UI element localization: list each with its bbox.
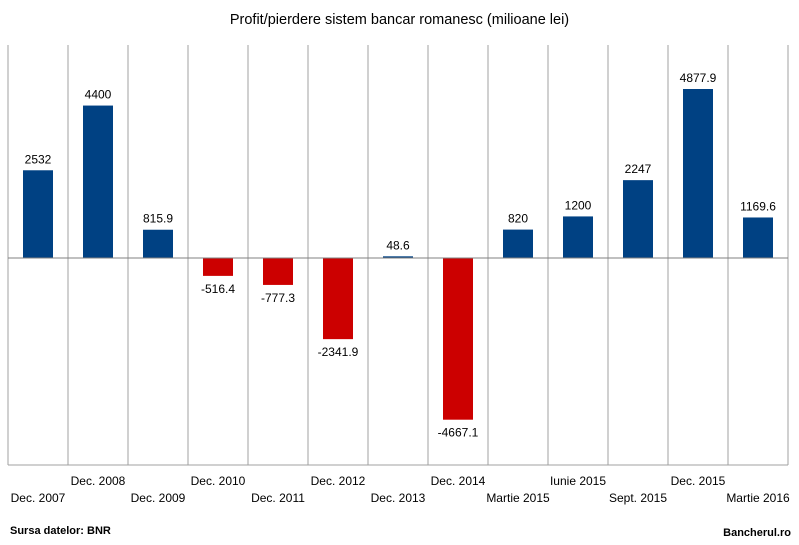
bar-dec-2013 bbox=[383, 256, 413, 258]
bar-iunie-2015 bbox=[563, 216, 593, 258]
data-label: -2341.9 bbox=[318, 345, 359, 359]
x-tick-label: Dec. 2008 bbox=[71, 474, 126, 488]
x-tick-label: Martie 2016 bbox=[726, 491, 790, 505]
data-label: 48.6 bbox=[386, 238, 410, 252]
x-tick-label: Dec. 2013 bbox=[371, 491, 426, 505]
bar-martie-2016 bbox=[743, 217, 773, 258]
data-label: 1200 bbox=[565, 198, 592, 212]
data-label: -777.3 bbox=[261, 291, 295, 305]
data-label: -4667.1 bbox=[438, 426, 479, 440]
x-tick-label: Iunie 2015 bbox=[550, 474, 606, 488]
bar-dec-2009 bbox=[143, 229, 173, 258]
source-note: Sursa datelor: BNR bbox=[10, 525, 111, 537]
data-label: 4400 bbox=[85, 88, 112, 102]
data-label: -516.4 bbox=[201, 282, 235, 296]
x-tick-label: Martie 2015 bbox=[486, 491, 550, 505]
x-tick-label: Dec. 2010 bbox=[191, 474, 246, 488]
bar-dec-2008 bbox=[83, 105, 113, 259]
data-label: 1169.6 bbox=[740, 199, 776, 213]
bar-dec-2011 bbox=[263, 258, 293, 285]
data-label: 2532 bbox=[25, 152, 52, 166]
bar-martie-2015 bbox=[503, 229, 533, 258]
data-label: 820 bbox=[508, 212, 528, 226]
x-tick-label: Dec. 2009 bbox=[131, 491, 186, 505]
bar-dec-2012 bbox=[323, 258, 353, 340]
x-tick-label: Dec. 2007 bbox=[11, 491, 66, 505]
bar-dec-2010 bbox=[203, 258, 233, 276]
x-tick-label: Dec. 2015 bbox=[671, 474, 726, 488]
bar-dec-2015 bbox=[683, 89, 713, 258]
chart-title: Profit/pierdere sistem bancar romanesc (… bbox=[229, 12, 570, 28]
bar-sept-2015 bbox=[623, 180, 653, 258]
data-label: 4877.9 bbox=[680, 71, 717, 85]
bar-dec-2014 bbox=[443, 258, 473, 420]
x-tick-label: Dec. 2011 bbox=[251, 491, 305, 505]
x-tick-label: Dec. 2014 bbox=[431, 474, 486, 488]
data-label: 2247 bbox=[625, 162, 652, 176]
brand-label: Bancherul.ro bbox=[723, 527, 791, 539]
bar-dec-2007 bbox=[23, 170, 53, 258]
data-label: 815.9 bbox=[143, 212, 173, 226]
x-tick-label: Sept. 2015 bbox=[609, 491, 667, 505]
x-tick-label: Dec. 2012 bbox=[311, 474, 366, 488]
